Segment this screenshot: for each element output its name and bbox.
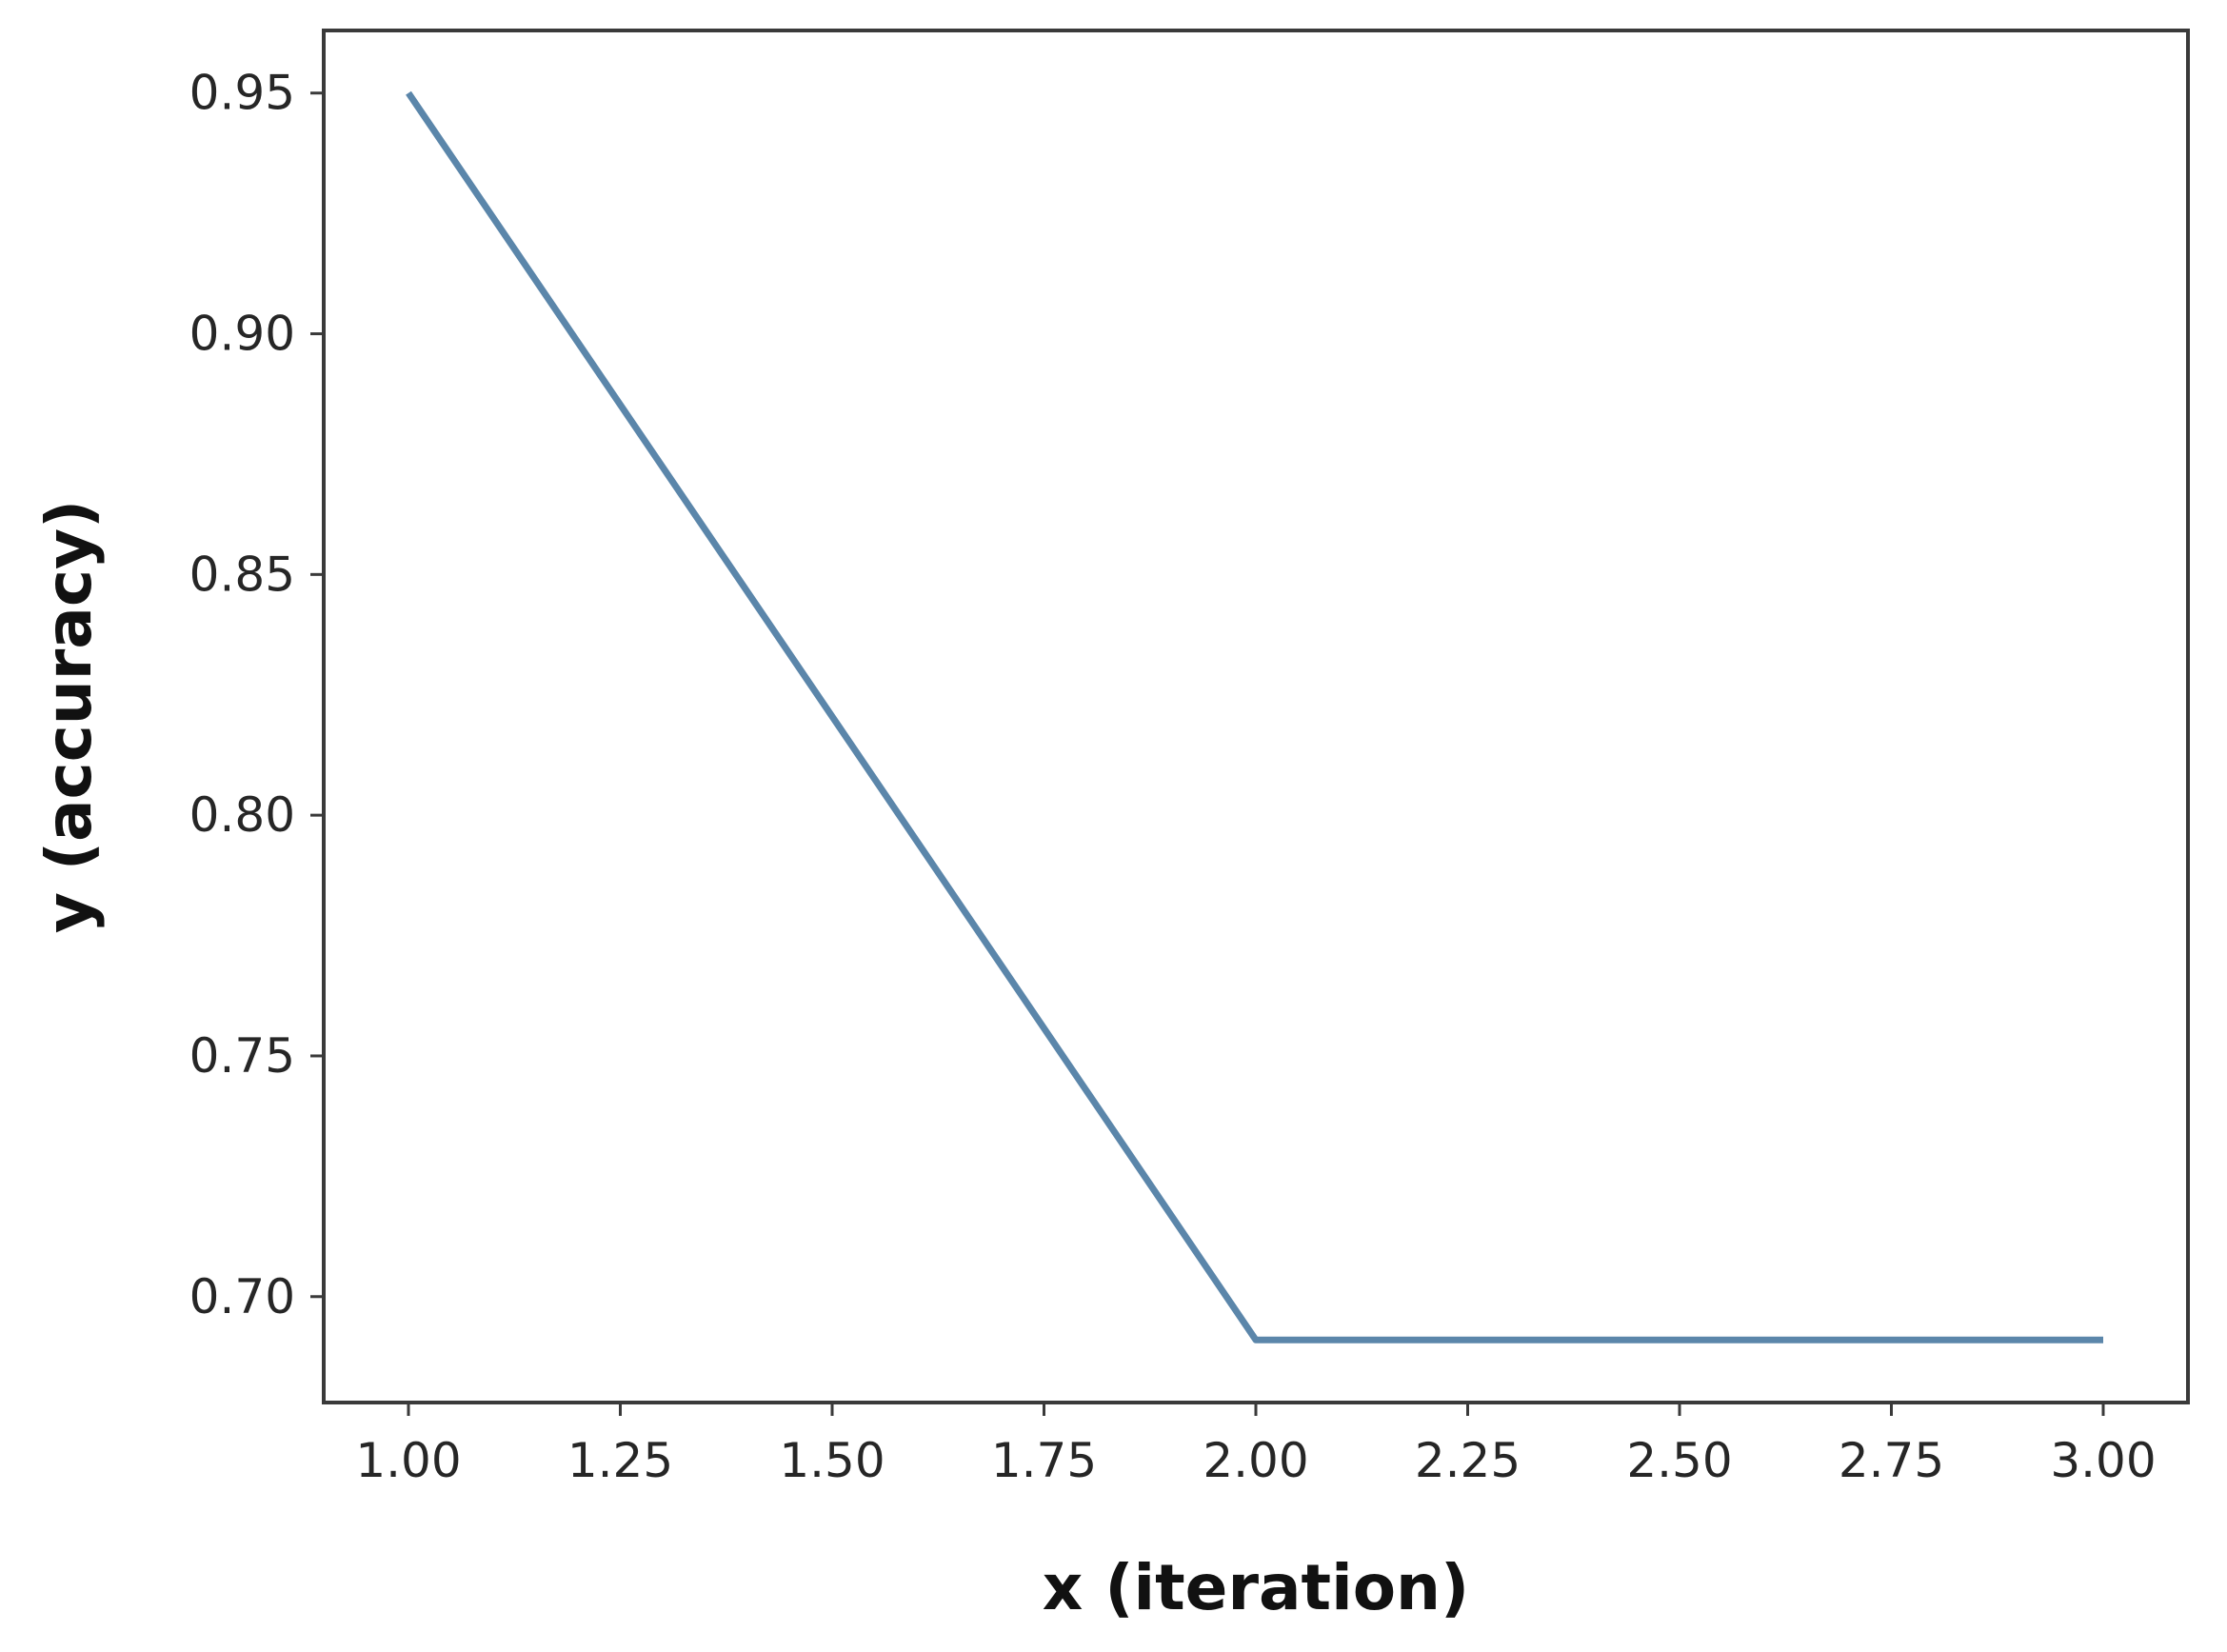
y-tick-label: 0.95 xyxy=(189,66,295,121)
plot-area: 1.00 1.25 1.50 1.75 2.00 2.25 2.50 2.75 3.00 0.70… xyxy=(189,29,2190,1488)
y-tick-label: 0.70 xyxy=(189,1269,295,1324)
y-tick-label: 0.85 xyxy=(189,547,295,602)
axes-frame xyxy=(322,29,2190,1404)
x-tick-label: 2.75 xyxy=(1839,1433,1944,1488)
x-tick-label: 1.00 xyxy=(355,1433,461,1488)
x-tick-label: 2.00 xyxy=(1203,1433,1308,1488)
x-tick-label: 2.25 xyxy=(1415,1433,1521,1488)
series-line xyxy=(406,90,2103,1343)
x-tick-label: 3.00 xyxy=(2050,1433,2156,1488)
x-tick-label: 1.25 xyxy=(567,1433,673,1488)
x-tick-label: 1.75 xyxy=(991,1433,1097,1488)
y-tick-label: 0.75 xyxy=(189,1028,295,1084)
y-tick-label: 0.90 xyxy=(189,307,295,362)
x-tick-label: 1.50 xyxy=(779,1433,885,1488)
x-axis-label: x (iteration) xyxy=(1043,1551,1469,1624)
x-tick-label: 2.50 xyxy=(1626,1433,1732,1488)
y-axis-label: y (accuracy) xyxy=(32,500,106,933)
y-tick-label: 0.80 xyxy=(189,787,295,843)
